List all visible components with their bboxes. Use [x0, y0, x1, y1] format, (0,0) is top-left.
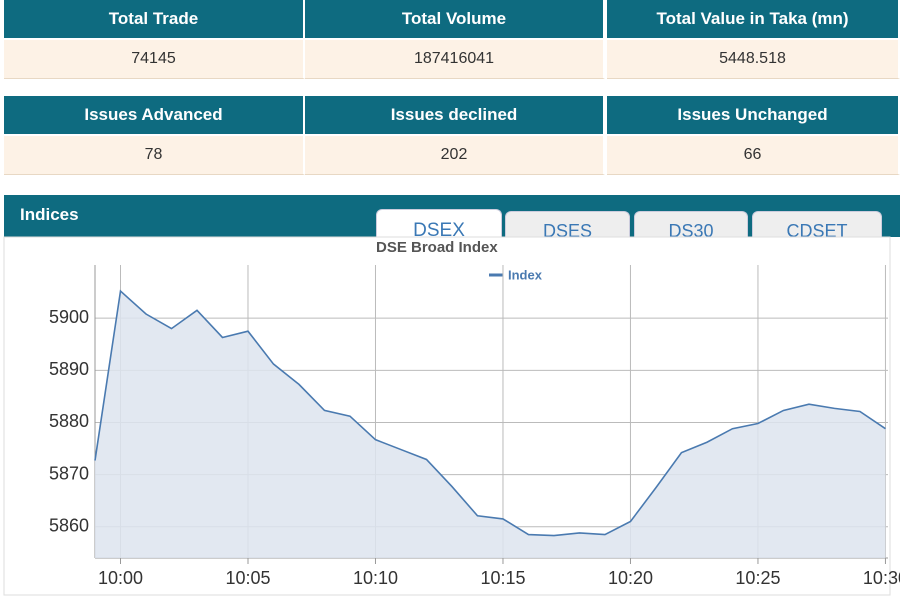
y-tick-label: 5870 — [49, 463, 89, 483]
x-tick-label: 10:20 — [608, 568, 653, 588]
table-header: Total Trade — [4, 0, 305, 38]
table-header: Issues Unchanged — [607, 96, 900, 134]
index-tab[interactable]: DS30 — [634, 211, 748, 251]
legend-label: Index — [508, 267, 543, 282]
table-header: Total Volume — [305, 0, 605, 38]
table-cell: 66 — [607, 136, 900, 175]
y-tick-label: 5880 — [49, 411, 89, 431]
table-cell: 78 — [4, 136, 305, 175]
y-tick-label: 5900 — [49, 307, 89, 327]
x-tick-label: 10:00 — [98, 568, 143, 588]
table-header: Issues Advanced — [4, 96, 305, 134]
table-cell: 5448.518 — [607, 40, 900, 79]
area-fill — [95, 291, 886, 558]
table-cell: 187416041 — [305, 40, 605, 79]
index-tab[interactable]: DSEX — [376, 209, 502, 251]
x-tick-label: 10:15 — [480, 568, 525, 588]
series-line — [94, 289, 886, 537]
table-header: Total Value in Taka (mn) — [607, 0, 900, 38]
y-tick-label: 5890 — [49, 359, 89, 379]
x-tick-label: 10:25 — [735, 568, 780, 588]
x-tick-label: 10:05 — [225, 568, 270, 588]
table-cell: 202 — [305, 136, 605, 175]
table-cell: 74145 — [4, 40, 305, 79]
x-tick-label: 10:30 — [863, 568, 900, 588]
indices-title: Indices — [20, 205, 79, 224]
index-tab[interactable]: DSES — [505, 211, 630, 251]
index-tab[interactable]: CDSET — [752, 211, 882, 251]
chart-panel — [3, 236, 891, 596]
table-header: Issues declined — [305, 96, 605, 134]
y-tick-label: 5860 — [49, 515, 89, 535]
x-tick-label: 10:10 — [353, 568, 398, 588]
